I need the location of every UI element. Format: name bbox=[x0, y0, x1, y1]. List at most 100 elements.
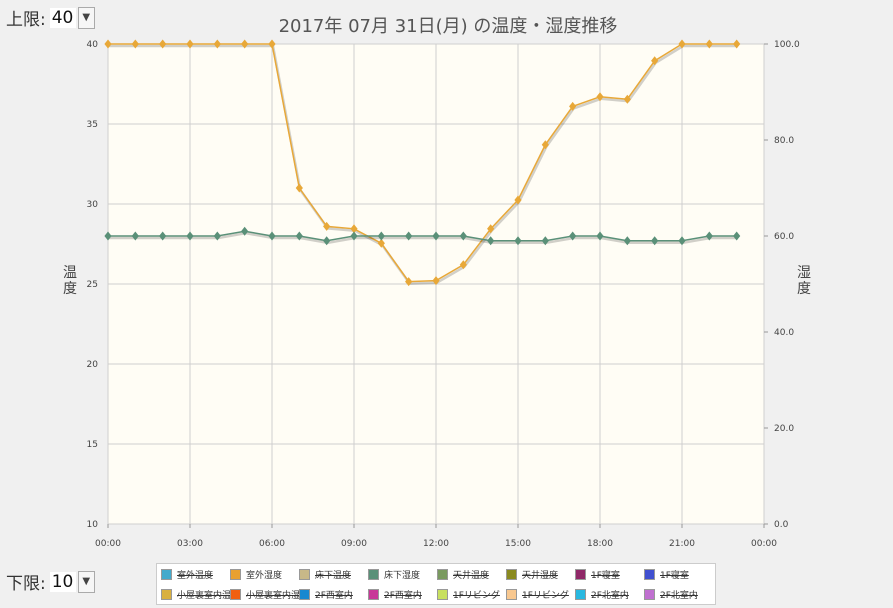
series-line bbox=[108, 230, 737, 242]
x-tick-label: 03:00 bbox=[177, 539, 203, 549]
legend-swatch bbox=[368, 589, 379, 600]
legend-swatch bbox=[437, 569, 448, 580]
data-point-marker bbox=[213, 231, 221, 241]
data-point-marker bbox=[733, 39, 741, 49]
legend-label: 床下温度 bbox=[315, 571, 352, 581]
y-axis-label-left: 温度 bbox=[63, 265, 77, 297]
legend-swatch bbox=[368, 569, 379, 580]
data-point-marker bbox=[131, 231, 139, 241]
lower-limit-control: 下限: 10 ▼ bbox=[6, 569, 95, 594]
data-point-marker bbox=[241, 39, 249, 49]
legend-label: 室外湿度 bbox=[246, 571, 283, 581]
legend-item[interactable]: 2F北室内 bbox=[575, 588, 629, 601]
legend-swatch bbox=[506, 589, 517, 600]
upper-limit-dropdown-icon[interactable]: ▼ bbox=[77, 6, 95, 29]
upper-limit-value[interactable]: 40 bbox=[49, 7, 76, 28]
chart: 10 15 20 25 30 35 40 0.0 20.0 40.0 60.0 80.0 100.0 00… bbox=[63, 16, 811, 549]
data-point-marker bbox=[569, 101, 577, 111]
data-point-marker bbox=[651, 56, 659, 66]
legend-item[interactable]: 1F寝室 bbox=[644, 568, 689, 581]
data-point-marker bbox=[541, 140, 549, 150]
legend-item[interactable]: 2F西室内 bbox=[299, 588, 353, 601]
legend-item[interactable]: 天井温度 bbox=[437, 568, 489, 581]
data-point-marker bbox=[295, 231, 303, 241]
data-point-marker bbox=[678, 236, 686, 246]
data-point-marker bbox=[623, 94, 631, 104]
legend-label: 1F寝室 bbox=[660, 571, 689, 581]
data-point-marker bbox=[514, 236, 522, 246]
legend-item[interactable]: 小屋裏室内湿度 bbox=[230, 588, 309, 601]
legend-label: 天井湿度 bbox=[522, 571, 559, 581]
legend-swatch bbox=[230, 569, 241, 580]
lower-limit-dropdown-icon[interactable]: ▼ bbox=[77, 570, 95, 593]
legend-swatch bbox=[230, 589, 241, 600]
y-left-tick-label: 35 bbox=[87, 120, 98, 130]
data-point-marker bbox=[295, 183, 303, 193]
legend-label: 2F北室内 bbox=[591, 591, 629, 601]
y-right-tick-label: 60.0 bbox=[774, 232, 794, 242]
legend-item[interactable]: 2F西室内 bbox=[368, 588, 422, 601]
data-point-marker bbox=[541, 236, 549, 246]
data-point-marker bbox=[596, 92, 604, 102]
legend-item[interactable]: 2F北室内 bbox=[644, 588, 698, 601]
x-tick-label: 00:00 bbox=[751, 539, 777, 549]
x-tick-label: 06:00 bbox=[259, 539, 285, 549]
series-line bbox=[108, 43, 737, 283]
legend-item[interactable]: 床下温度 bbox=[299, 568, 351, 581]
y-left-tick-label: 30 bbox=[87, 200, 99, 210]
data-point-marker bbox=[487, 224, 495, 234]
legend-item[interactable]: 床下湿度 bbox=[368, 568, 420, 581]
x-tick-label: 15:00 bbox=[505, 539, 531, 549]
legend-swatch bbox=[644, 569, 655, 580]
legend-item[interactable]: 室外湿度 bbox=[230, 568, 282, 581]
data-point-marker bbox=[377, 231, 385, 241]
y-right-tick-label: 40.0 bbox=[774, 328, 794, 338]
data-point-marker bbox=[487, 236, 495, 246]
data-point-marker bbox=[432, 276, 440, 286]
y-left-tick-label: 15 bbox=[87, 440, 98, 450]
legend-label: 1Fリビング bbox=[453, 591, 500, 601]
data-point-marker bbox=[705, 39, 713, 49]
data-point-marker bbox=[213, 39, 221, 49]
legend-label: 2F西室内 bbox=[384, 591, 422, 601]
legend-label: 1Fリビング bbox=[522, 591, 569, 601]
legend-swatch bbox=[299, 569, 310, 580]
legend-item[interactable]: 1Fリビング bbox=[506, 588, 569, 601]
legend-label: 1F寝室 bbox=[591, 571, 620, 581]
data-point-marker bbox=[514, 195, 522, 205]
legend-swatch bbox=[299, 589, 310, 600]
legend-swatch bbox=[161, 589, 172, 600]
data-point-marker bbox=[623, 236, 631, 246]
y-right-tick-label: 100.0 bbox=[774, 40, 800, 50]
series-lines bbox=[104, 39, 741, 287]
chart-title: 2017年 07月 31日(月) の温度・湿度推移 bbox=[279, 16, 618, 37]
data-point-marker bbox=[705, 231, 713, 241]
x-tick-label: 21:00 bbox=[669, 539, 695, 549]
y-left-tick-label: 20 bbox=[87, 360, 99, 370]
legend-item[interactable]: 1Fリビング bbox=[437, 588, 500, 601]
legend-label: 2F北室内 bbox=[660, 591, 698, 601]
upper-limit-label: 上限: bbox=[6, 10, 46, 30]
data-point-marker bbox=[377, 238, 385, 248]
data-point-marker bbox=[350, 224, 358, 234]
data-point-marker bbox=[268, 39, 276, 49]
legend-item[interactable]: 室外温度 bbox=[161, 568, 213, 581]
series-shadow bbox=[109, 231, 738, 245]
legend-item[interactable]: 1F寝室 bbox=[575, 568, 620, 581]
legend-label: 床下湿度 bbox=[384, 571, 421, 581]
legend-label: 小屋裏室内湿度 bbox=[246, 591, 310, 601]
legend-item[interactable]: 天井湿度 bbox=[506, 568, 558, 581]
series-shadow bbox=[109, 44, 738, 285]
data-point-marker bbox=[459, 231, 467, 241]
legend-swatch bbox=[575, 569, 586, 580]
legend-label: 天井温度 bbox=[453, 571, 490, 581]
lower-limit-value[interactable]: 10 bbox=[49, 571, 76, 592]
legend-label: 2F西室内 bbox=[315, 591, 353, 601]
legend-swatch bbox=[644, 589, 655, 600]
y-left-tick-label: 40 bbox=[87, 40, 99, 50]
y-right-tick-label: 0.0 bbox=[774, 520, 789, 530]
legend-item[interactable]: 小屋裏室内温度 bbox=[161, 588, 240, 601]
data-point-marker bbox=[459, 260, 467, 270]
legend-swatch bbox=[437, 589, 448, 600]
data-point-marker bbox=[405, 231, 413, 241]
